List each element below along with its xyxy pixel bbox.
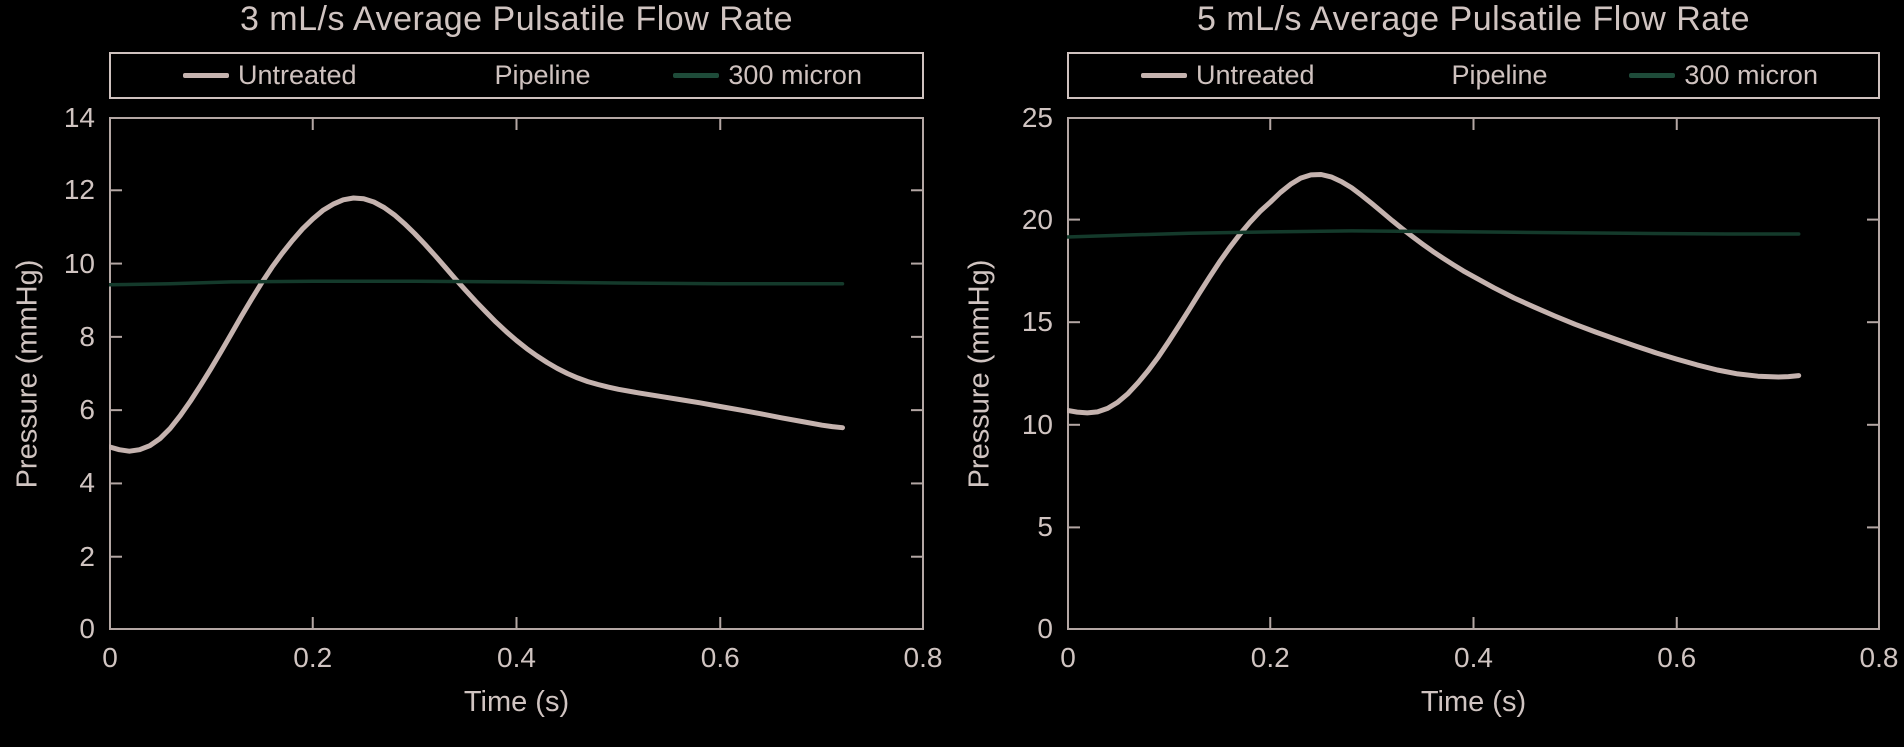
legend-line-swatch (1629, 73, 1676, 78)
x-tick-label: 0.6 (700, 642, 740, 673)
y-tick-label: 10 (63, 247, 95, 279)
y-tick-label: 12 (63, 174, 95, 206)
x-tick-label: 0.2 (1250, 642, 1290, 673)
axes-box (109, 117, 924, 630)
legend-entry-300-micron: 300 micron (673, 60, 862, 91)
axes-box (1067, 117, 1880, 630)
y-tick-label: 4 (79, 467, 95, 499)
legend-entry-pipeline: Pipeline (1396, 60, 1548, 91)
series-untreated (109, 195, 845, 454)
legend-entry-untreated: Untreated (1141, 60, 1315, 91)
y-tick-label: 14 (63, 102, 95, 133)
x-axis-label: Time (s) (1420, 686, 1527, 718)
x-tick-label: 0.2 (293, 642, 333, 673)
x-axis-label: Time (s) (463, 686, 570, 718)
x-tick-label: 0.6 (1657, 642, 1697, 673)
y-tick-label: 6 (79, 394, 95, 426)
y-tick-label: 2 (79, 540, 95, 572)
legend-line-swatch (439, 73, 486, 78)
legend-line-swatch (1141, 73, 1187, 78)
plot-area (109, 117, 924, 630)
legend-line-swatch (1396, 73, 1443, 78)
series-300-micron (109, 279, 845, 287)
y-tick-label: 0 (1037, 613, 1053, 644)
x-tick-label: 0.4 (1454, 642, 1493, 673)
y-axis-label: Pressure (mmHg) (11, 259, 44, 489)
plot-area (1067, 117, 1880, 630)
legend-entry-300-micron: 300 micron (1629, 60, 1818, 91)
y-tick-label: 5 (1037, 511, 1053, 543)
legend-entry-untreated: Untreated (183, 60, 357, 91)
legend-line-swatch (183, 73, 229, 78)
legend-label: 300 micron (1684, 60, 1818, 90)
chart-title: 3 mL/s Average Pulsatile Flow Rate (239, 0, 794, 38)
legend-label: Untreated (1196, 60, 1315, 90)
legend-box: Untreated Pipeline 300 micron (1067, 52, 1880, 99)
legend-label: Pipeline (1451, 60, 1548, 90)
x-tick-label: 0 (102, 642, 118, 673)
legend-label: Untreated (238, 60, 357, 90)
legend-line-swatch (673, 73, 720, 78)
y-tick-label: 20 (1021, 203, 1053, 235)
y-tick-label: 15 (1021, 306, 1053, 338)
x-tick-label: 0 (1060, 642, 1076, 673)
chart-panel-3mls: 3 mL/s Average Pulsatile Flow Rate Untre… (11, 0, 943, 718)
y-tick-label: 8 (79, 320, 95, 352)
x-tick-label: 0.8 (1859, 642, 1899, 673)
y-tick-label: 0 (79, 613, 95, 644)
series-untreated (1067, 172, 1802, 416)
legend-label: Pipeline (494, 60, 591, 90)
legend-label: 300 micron (728, 60, 862, 90)
y-axis-label: Pressure (mmHg) (963, 259, 996, 489)
y-tick-label: 10 (1021, 408, 1053, 440)
series-300-micron (1067, 229, 1801, 239)
x-tick-label: 0.8 (903, 642, 943, 673)
chart-title: 5 mL/s Average Pulsatile Flow Rate (1196, 0, 1751, 38)
chart-panel-5mls: 5 mL/s Average Pulsatile Flow Rate Untre… (952, 0, 1904, 747)
legend-box: Untreated Pipeline 300 micron (109, 52, 924, 99)
x-tick-label: 0.4 (497, 642, 536, 673)
legend-entry-pipeline: Pipeline (439, 60, 591, 91)
y-tick-label: 25 (1021, 102, 1053, 133)
